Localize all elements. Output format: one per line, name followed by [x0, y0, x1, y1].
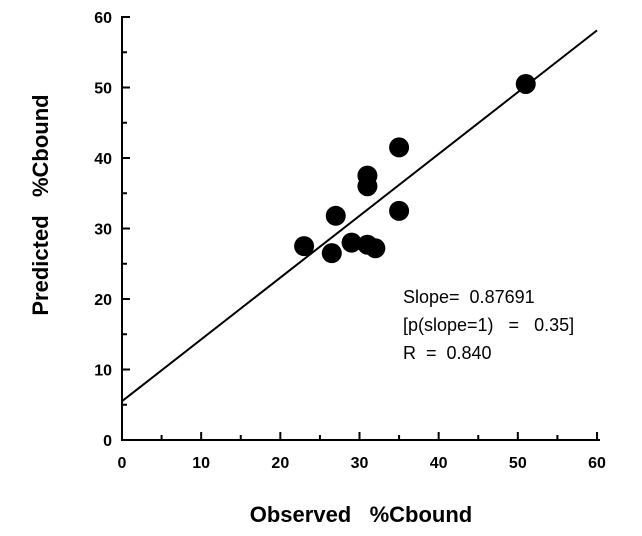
y-tick-label: 30 — [94, 222, 112, 239]
data-point — [294, 236, 315, 257]
y-tick-label: 40 — [94, 151, 112, 168]
x-tick-label: 60 — [588, 455, 606, 472]
data-point — [365, 238, 386, 259]
y-tick-label: 50 — [94, 81, 112, 98]
fit-line-group — [121, 29, 598, 403]
data-points — [294, 73, 536, 264]
x-tick-label: 0 — [118, 455, 127, 472]
y-axis-title: Predicted %Cbound — [28, 94, 53, 315]
x-tick-label: 20 — [271, 455, 289, 472]
regression-line — [121, 29, 598, 403]
data-point — [325, 205, 346, 226]
data-point — [321, 243, 342, 264]
regression-annotation: Slope= 0.87691 [p(slope=1) = 0.35] R = 0… — [403, 287, 574, 363]
annotation-p-value: [p(slope=1) = 0.35] — [403, 315, 574, 335]
y-tick-label: 0 — [103, 433, 112, 450]
annotation-r: R = 0.840 — [403, 343, 492, 363]
data-point — [389, 137, 410, 158]
x-tick-label: 10 — [192, 455, 210, 472]
y-tick-label: 60 — [94, 10, 112, 27]
data-point — [357, 165, 378, 186]
x-tick-label: 50 — [509, 455, 527, 472]
annotation-slope: Slope= 0.87691 — [403, 287, 535, 307]
data-point — [515, 73, 536, 94]
x-tick-label: 40 — [430, 455, 448, 472]
ticks: 0 10 20 30 40 50 60 0 10 20 30 40 50 60 — [94, 10, 606, 472]
y-tick-label: 10 — [94, 363, 112, 380]
x-tick-label: 30 — [351, 455, 369, 472]
y-tick-label: 20 — [94, 292, 112, 309]
data-point — [341, 232, 362, 253]
data-point — [389, 200, 410, 221]
x-axis-title: Observed %Cbound — [250, 502, 472, 527]
